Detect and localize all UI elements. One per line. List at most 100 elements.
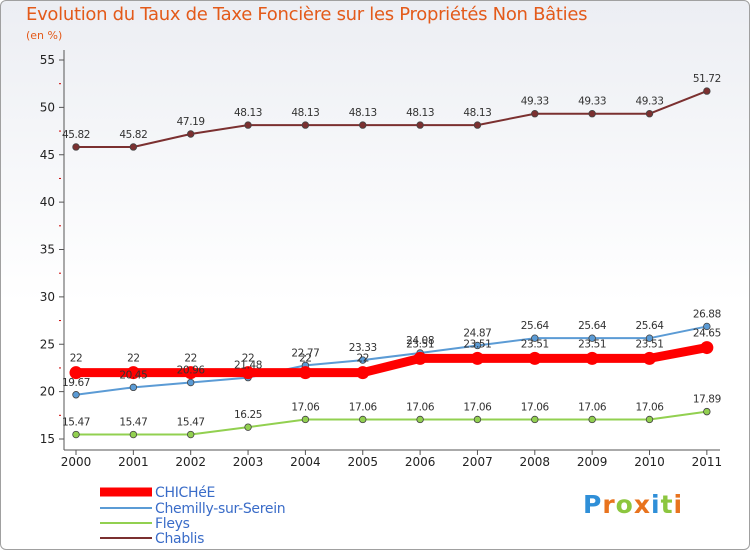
data-label: 49.33	[521, 96, 549, 108]
data-point	[244, 423, 252, 431]
series-lines	[69, 87, 714, 439]
data-label: 22	[184, 353, 197, 365]
data-point	[585, 351, 599, 365]
x-tick-label: 2010	[634, 455, 665, 469]
data-point	[588, 110, 596, 118]
data-point	[301, 121, 310, 129]
data-label: 48.13	[463, 107, 491, 119]
data-label: 22	[127, 353, 140, 365]
data-label: 23.51	[635, 338, 663, 350]
y-tick-label: 50	[40, 100, 55, 114]
logo-letter: o	[615, 490, 634, 519]
data-point	[241, 366, 255, 380]
data-point	[531, 334, 539, 342]
data-label: 49.33	[578, 96, 606, 108]
series-line-0	[71, 343, 712, 378]
data-point	[186, 430, 195, 439]
data-point	[244, 121, 252, 129]
data-point	[645, 415, 654, 424]
y-axis-ticks: 15 20 25 30 35 40 45 50 55	[40, 53, 64, 446]
data-point	[528, 351, 542, 365]
data-point	[298, 366, 312, 380]
logo-letter: x	[633, 490, 651, 519]
data-point	[129, 143, 138, 151]
logo-letter: r	[602, 490, 616, 519]
data-point	[72, 430, 80, 439]
data-point	[186, 130, 195, 138]
data-label: 23.51	[578, 338, 606, 350]
data-label: 47.19	[177, 116, 205, 128]
data-label: 17.06	[635, 401, 664, 413]
logo-letter: P	[583, 490, 603, 519]
data-label: 45.82	[62, 129, 90, 141]
data-point	[645, 334, 654, 342]
data-label: 25.64	[635, 320, 664, 332]
data-label: 25.64	[521, 320, 550, 332]
data-point	[413, 351, 427, 365]
legend-label: Fleys	[155, 516, 190, 532]
data-label: 48.13	[291, 107, 319, 119]
logo-letter: i	[673, 490, 684, 519]
data-point	[473, 121, 482, 129]
data-point	[356, 366, 370, 380]
data-point	[473, 415, 482, 424]
y-tick-label: 40	[40, 195, 55, 209]
x-tick-label: 2011	[692, 455, 723, 469]
data-point	[184, 366, 198, 380]
data-point	[700, 341, 714, 355]
legend-label: CHICHéE	[155, 485, 215, 501]
data-label: 48.13	[349, 107, 377, 119]
data-label: 24.87	[463, 327, 491, 339]
data-label: 17.06	[578, 401, 607, 413]
data-point	[359, 356, 367, 364]
axes	[59, 50, 720, 451]
data-point	[473, 341, 482, 350]
data-label: 22	[299, 353, 312, 365]
logo-letter: i	[651, 490, 661, 519]
data-label: 20.96	[177, 365, 206, 377]
x-tick-label: 2000	[61, 455, 92, 469]
data-label: 48.13	[406, 107, 434, 119]
data-label: 25.64	[578, 320, 607, 332]
y-tick-label: 20	[40, 385, 55, 399]
data-point	[359, 415, 367, 424]
data-label: 17.06	[463, 401, 492, 413]
y-tick-label: 45	[40, 148, 55, 162]
data-label: 23.51	[406, 338, 434, 350]
x-tick-label: 2008	[520, 455, 551, 469]
x-tick-label: 2007	[462, 455, 493, 469]
data-point	[129, 430, 138, 439]
data-point	[72, 143, 80, 151]
logo-letter: t	[660, 490, 674, 519]
data-point	[531, 415, 539, 424]
data-point	[186, 378, 195, 387]
chart-title: Evolution du Taux de Taxe Foncière sur l…	[26, 4, 588, 25]
y-tick-label: 55	[40, 53, 55, 67]
data-point	[588, 415, 596, 424]
data-label: 24.65	[693, 328, 721, 340]
data-label: 48.13	[234, 107, 262, 119]
x-tick-label: 2005	[347, 455, 378, 469]
data-label: 26.88	[693, 308, 721, 320]
data-point	[69, 366, 83, 380]
series-line-1	[75, 325, 708, 396]
y-tick-label: 25	[40, 337, 55, 351]
x-tick-label: 2001	[118, 455, 149, 469]
data-label: 22.77	[291, 347, 319, 359]
y-tick-label: 15	[40, 432, 55, 446]
data-label: 16.25	[234, 409, 262, 421]
data-point	[531, 110, 539, 118]
x-axis-ticks: 2000 2001 2002 2003 2004 2005 2006 2007 2008 2009…	[61, 450, 722, 469]
data-label: 17.06	[291, 401, 320, 413]
data-label: 21.48	[234, 360, 262, 372]
data-label: 17.89	[693, 394, 721, 406]
x-tick-label: 2006	[405, 455, 436, 469]
proxiti-logo: Proxiti	[583, 490, 683, 519]
legend-label: Chemilly-sur-Serein	[155, 501, 285, 517]
data-label: 23.33	[349, 342, 377, 354]
y-tick-label: 30	[40, 290, 55, 304]
